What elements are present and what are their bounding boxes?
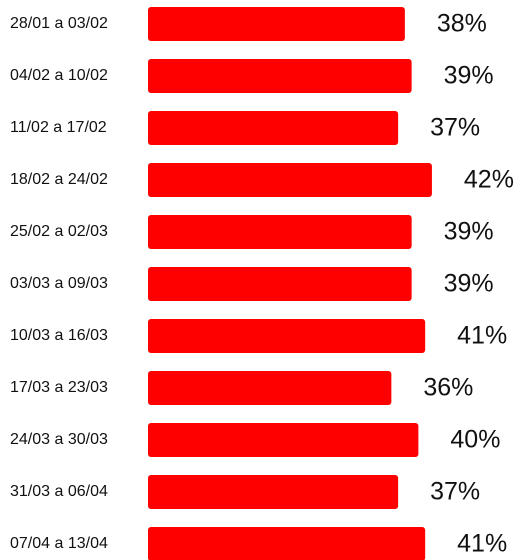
value-label: 36% xyxy=(423,374,473,402)
value-label: 38% xyxy=(437,10,487,38)
bar xyxy=(148,7,405,41)
category-label: 25/02 a 02/03 xyxy=(10,223,108,240)
value-label: 41% xyxy=(457,322,507,350)
bar xyxy=(148,59,412,93)
bar xyxy=(148,163,432,197)
value-label: 37% xyxy=(430,114,480,142)
bar xyxy=(148,267,412,301)
bar xyxy=(148,319,426,353)
category-label: 03/03 a 09/03 xyxy=(10,275,108,292)
category-label: 18/02 a 24/02 xyxy=(10,171,108,188)
category-label: 10/03 a 16/03 xyxy=(10,327,108,344)
value-label: 40% xyxy=(450,426,500,454)
value-label: 39% xyxy=(444,270,494,298)
bar xyxy=(148,527,426,560)
bar xyxy=(148,215,412,249)
bar xyxy=(148,423,419,457)
category-label: 04/02 a 10/02 xyxy=(10,67,108,84)
category-label: 07/04 a 13/04 xyxy=(10,535,108,552)
bar xyxy=(148,111,399,145)
category-label: 11/02 a 17/02 xyxy=(10,119,107,136)
category-label: 31/03 a 06/04 xyxy=(10,483,108,500)
category-label: 24/03 a 30/03 xyxy=(10,431,108,448)
value-label: 41% xyxy=(457,530,507,558)
bar xyxy=(148,371,392,405)
value-label: 42% xyxy=(464,166,514,194)
value-label: 37% xyxy=(430,478,480,506)
category-label: 28/01 a 03/02 xyxy=(10,15,108,32)
value-label: 39% xyxy=(444,218,494,246)
category-label: 17/03 a 23/03 xyxy=(10,379,108,396)
value-label: 39% xyxy=(444,62,494,90)
bar xyxy=(148,475,399,509)
